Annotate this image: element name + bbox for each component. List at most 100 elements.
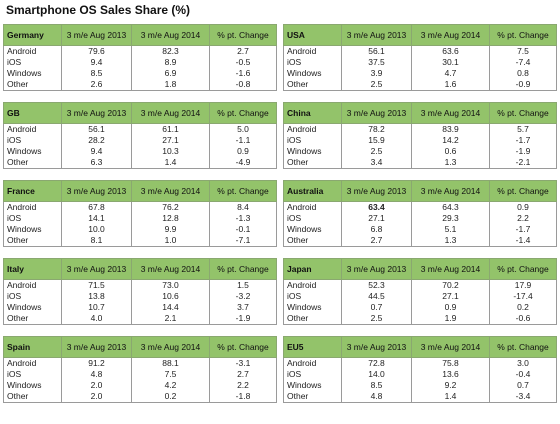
table-row: iOS 44.5 27.1 -17.4: [283, 291, 557, 302]
value-cell: 13.8: [61, 291, 132, 302]
region-header-row: Germany 3 m/e Aug 2013 3 m/e Aug 2014% pt.…: [3, 24, 277, 46]
column-header: % pt. Change: [489, 336, 557, 358]
value-cell: 0.9: [411, 302, 490, 313]
value-cell: 27.1: [131, 135, 210, 146]
column-header: 3 m/e Aug 2014: [411, 24, 490, 46]
region-header-row: EU5 3 m/e Aug 2013 3 m/e Aug 2014% pt. Cha…: [283, 336, 557, 358]
value-cell: -1.9: [489, 146, 557, 157]
value-cell: 6.8: [341, 224, 412, 235]
table-row: Windows 0.7 0.9 0.2: [283, 302, 557, 313]
region-block-gb: GB 3 m/e Aug 2013 3 m/e Aug 2014% pt. Chan…: [3, 102, 277, 180]
value-cell: 79.6: [61, 45, 132, 57]
value-cell: 67.8: [61, 201, 132, 213]
value-cell: 4.2: [131, 380, 210, 391]
value-cell: 0.6: [411, 146, 490, 157]
value-cell: 1.5: [209, 279, 277, 291]
region-table: China 3 m/e Aug 2013 3 m/e Aug 2014% pt. C…: [283, 102, 557, 169]
value-cell: 1.0: [131, 235, 210, 247]
column-header: 3 m/e Aug 2014: [411, 258, 490, 280]
value-cell: 3.0: [489, 357, 557, 369]
region-name: EU5: [283, 336, 342, 358]
table-row: Android 71.5 73.0 1.5: [3, 279, 277, 291]
region-table: EU5 3 m/e Aug 2013 3 m/e Aug 2014% pt. Cha…: [283, 336, 557, 403]
region-name: GB: [3, 102, 62, 124]
value-cell: 4.8: [341, 391, 412, 403]
table-row: iOS 37.5 30.1 -7.4: [283, 57, 557, 68]
value-cell: -0.4: [489, 369, 557, 380]
value-cell: 8.5: [341, 380, 412, 391]
table-row: iOS 14.1 12.8 -1.3: [3, 213, 277, 224]
value-cell: 8.1: [61, 235, 132, 247]
value-cell: 1.3: [411, 157, 490, 169]
os-name: iOS: [283, 291, 342, 302]
column-header: 3 m/e Aug 2013: [341, 336, 412, 358]
column-header: % pt. Change: [209, 258, 277, 280]
column-header: 3 m/e Aug 2013: [341, 258, 412, 280]
table-row: Other 3.4 1.3 -2.1: [283, 157, 557, 169]
os-name: iOS: [283, 369, 342, 380]
column-header: % pt. Change: [489, 258, 557, 280]
table-row: Android 63.4 64.3 0.9: [283, 201, 557, 213]
value-cell: 71.5: [61, 279, 132, 291]
region-header-row: Japan 3 m/e Aug 2013 3 m/e Aug 2014% pt. C…: [283, 258, 557, 280]
value-cell: 0.2: [131, 391, 210, 403]
value-cell: 17.9: [489, 279, 557, 291]
value-cell: 3.7: [209, 302, 277, 313]
value-cell: 8.9: [131, 57, 210, 68]
os-name: iOS: [283, 135, 342, 146]
os-name: Android: [283, 357, 342, 369]
value-cell: 2.2: [489, 213, 557, 224]
column-header: 3 m/e Aug 2014: [131, 102, 210, 124]
os-name: iOS: [3, 135, 62, 146]
value-cell: 0.2: [489, 302, 557, 313]
table-row: Other 2.7 1.3 -1.4: [283, 235, 557, 247]
os-name: Other: [283, 391, 342, 403]
region-block-japan: Japan 3 m/e Aug 2013 3 m/e Aug 2014% pt. C…: [283, 258, 557, 336]
os-name: iOS: [3, 369, 62, 380]
os-name: iOS: [3, 57, 62, 68]
value-cell: 27.1: [341, 213, 412, 224]
value-cell: -1.7: [489, 224, 557, 235]
value-cell: 63.6: [411, 45, 490, 57]
value-cell: 2.6: [61, 79, 132, 91]
value-cell: 4.7: [411, 68, 490, 79]
table-row: Android 52.3 70.2 17.9: [283, 279, 557, 291]
os-name: Other: [3, 157, 62, 169]
table-row: Other 4.0 2.1 -1.9: [3, 313, 277, 325]
value-cell: -3.1: [209, 357, 277, 369]
table-row: Other 4.8 1.4 -3.4: [283, 391, 557, 403]
table-row: Android 56.1 63.6 7.5: [283, 45, 557, 57]
value-cell: 0.9: [489, 201, 557, 213]
value-cell: -0.1: [209, 224, 277, 235]
value-cell: 28.2: [61, 135, 132, 146]
table-row: Windows 10.7 14.4 3.7: [3, 302, 277, 313]
value-cell: 2.0: [61, 391, 132, 403]
value-cell: -4.9: [209, 157, 277, 169]
value-cell: 13.6: [411, 369, 490, 380]
table-row: Windows 10.0 9.9 -0.1: [3, 224, 277, 235]
value-cell: 3.9: [341, 68, 412, 79]
region-block-china: China 3 m/e Aug 2013 3 m/e Aug 2014% pt. C…: [283, 102, 557, 180]
value-cell: 1.4: [411, 391, 490, 403]
column-header: 3 m/e Aug 2013: [61, 258, 132, 280]
value-cell: 7.5: [131, 369, 210, 380]
value-cell: 0.8: [489, 68, 557, 79]
value-cell: 3.4: [341, 157, 412, 169]
value-cell: 1.3: [411, 235, 490, 247]
column-header: % pt. Change: [489, 180, 557, 202]
os-name: Other: [3, 79, 62, 91]
os-name: Android: [283, 279, 342, 291]
table-row: Other 2.6 1.8 -0.8: [3, 79, 277, 91]
region-name: Italy: [3, 258, 62, 280]
os-name: Other: [3, 235, 62, 247]
os-name: Android: [3, 201, 62, 213]
value-cell: 88.1: [131, 357, 210, 369]
region-header-row: Australia 3 m/e Aug 2013 3 m/e Aug 2014% p…: [283, 180, 557, 202]
table-row: Windows 2.5 0.6 -1.9: [283, 146, 557, 157]
region-table: Australia 3 m/e Aug 2013 3 m/e Aug 2014% p…: [283, 180, 557, 247]
table-row: iOS 15.9 14.2 -1.7: [283, 135, 557, 146]
os-name: Other: [283, 157, 342, 169]
value-cell: 2.5: [341, 79, 412, 91]
value-cell: 10.7: [61, 302, 132, 313]
column-header: 3 m/e Aug 2014: [131, 180, 210, 202]
